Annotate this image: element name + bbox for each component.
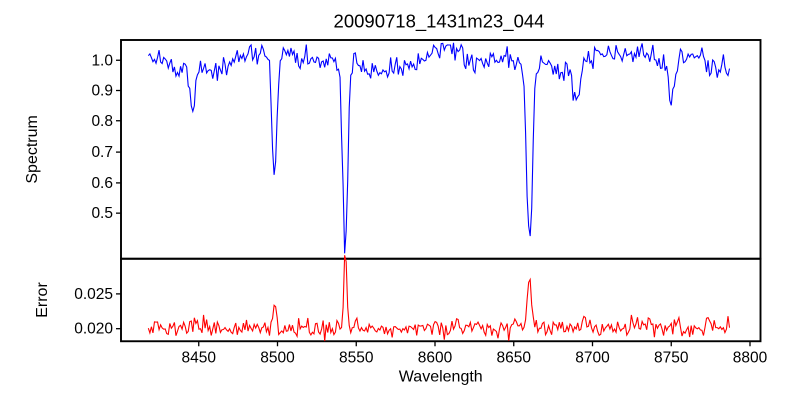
svg-text:20090718_1431m23_044: 20090718_1431m23_044 bbox=[334, 11, 545, 33]
svg-text:8800: 8800 bbox=[733, 349, 768, 366]
svg-text:0.5: 0.5 bbox=[91, 205, 113, 222]
svg-text:8650: 8650 bbox=[497, 349, 532, 366]
svg-text:0.025: 0.025 bbox=[74, 286, 113, 303]
svg-text:1.0: 1.0 bbox=[91, 52, 113, 69]
svg-text:8450: 8450 bbox=[182, 349, 217, 366]
svg-text:8500: 8500 bbox=[260, 349, 295, 366]
svg-text:8750: 8750 bbox=[654, 349, 689, 366]
svg-text:0.9: 0.9 bbox=[91, 83, 113, 100]
svg-text:0.7: 0.7 bbox=[91, 144, 113, 161]
svg-text:8700: 8700 bbox=[575, 349, 610, 366]
svg-text:8600: 8600 bbox=[418, 349, 453, 366]
svg-text:Wavelength: Wavelength bbox=[399, 368, 483, 385]
svg-text:8550: 8550 bbox=[339, 349, 374, 366]
svg-text:0.020: 0.020 bbox=[74, 321, 113, 338]
svg-text:0.8: 0.8 bbox=[91, 113, 113, 130]
svg-text:Error: Error bbox=[34, 282, 51, 318]
svg-text:0.6: 0.6 bbox=[91, 175, 113, 192]
svg-text:Spectrum: Spectrum bbox=[24, 115, 41, 183]
